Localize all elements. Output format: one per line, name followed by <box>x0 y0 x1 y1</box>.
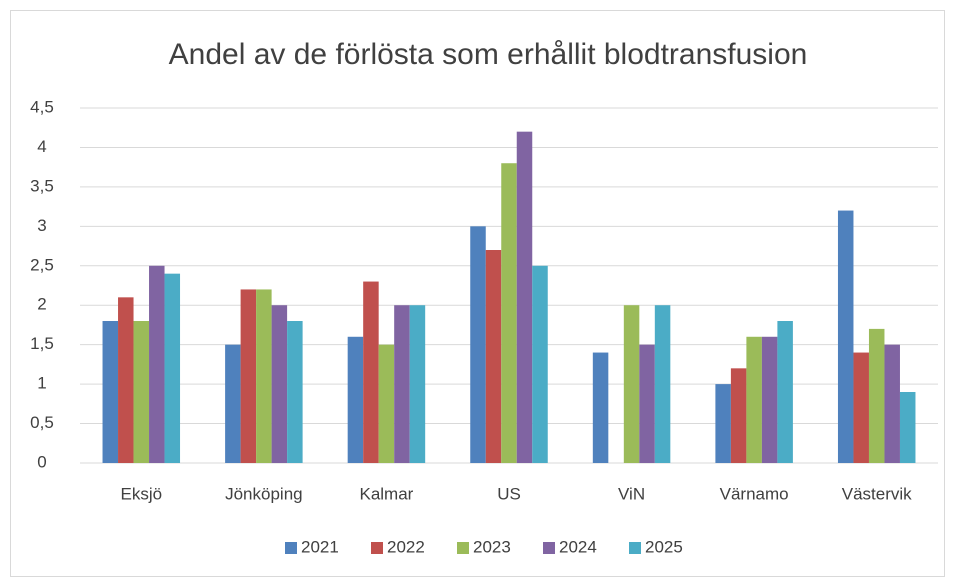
bar <box>409 305 426 463</box>
x-tick-label: Eksjö <box>120 484 162 503</box>
bar <box>868 328 885 463</box>
bar <box>485 250 502 463</box>
legend-label: 2023 <box>473 537 511 556</box>
legend-swatch <box>457 542 469 554</box>
bar <box>470 226 486 463</box>
bar <box>853 352 869 463</box>
bar <box>715 384 731 463</box>
bar <box>730 368 747 463</box>
bar <box>164 273 181 463</box>
y-tick-label: 3 <box>37 216 46 235</box>
bar <box>532 265 548 463</box>
bar <box>837 210 854 463</box>
bar <box>761 336 778 463</box>
x-tick-label: Värnamo <box>720 484 789 503</box>
bar <box>133 321 150 463</box>
x-tick-label: Jönköping <box>225 484 303 503</box>
bar <box>899 392 916 463</box>
legend-label: 2021 <box>301 537 339 556</box>
bar <box>884 344 900 463</box>
bar <box>639 344 655 463</box>
y-tick-label: 2,5 <box>30 255 54 274</box>
legend-swatch <box>629 542 641 554</box>
x-tick-label: ViN <box>618 484 645 503</box>
y-tick-label: 1,5 <box>30 334 54 353</box>
bar <box>516 131 533 463</box>
legend-swatch <box>285 542 297 554</box>
bar <box>378 344 395 463</box>
bar <box>347 336 364 463</box>
y-tick-label: 4,5 <box>30 97 54 116</box>
bar <box>256 289 272 463</box>
y-tick-label: 0 <box>37 452 46 471</box>
y-tick-label: 3,5 <box>30 176 54 195</box>
x-tick-label: Västervik <box>842 484 912 503</box>
bar <box>501 163 517 463</box>
bar <box>394 305 410 463</box>
bar <box>592 352 609 463</box>
bar <box>225 344 241 463</box>
bar <box>149 265 165 463</box>
bar <box>240 289 257 463</box>
y-tick-label: 2 <box>37 295 46 314</box>
legend-label: 2025 <box>645 537 683 556</box>
legend-swatch <box>543 542 555 554</box>
bar <box>746 336 762 463</box>
bar <box>654 305 671 463</box>
legend-label: 2024 <box>559 537 597 556</box>
bar <box>271 305 288 463</box>
x-tick-label: Kalmar <box>359 484 413 503</box>
bar <box>363 281 379 463</box>
y-tick-label: 1 <box>37 374 46 393</box>
y-tick-label: 0,5 <box>30 413 54 432</box>
bar <box>777 321 793 463</box>
legend-label: 2022 <box>387 537 425 556</box>
chart-title: Andel av de förlösta som erhållit blodtr… <box>169 38 808 71</box>
bar <box>118 297 134 463</box>
bar <box>102 321 119 463</box>
legend-swatch <box>371 542 383 554</box>
bar <box>623 305 640 463</box>
y-tick-label: 4 <box>37 137 46 156</box>
bar <box>287 321 303 463</box>
x-tick-label: US <box>497 484 521 503</box>
